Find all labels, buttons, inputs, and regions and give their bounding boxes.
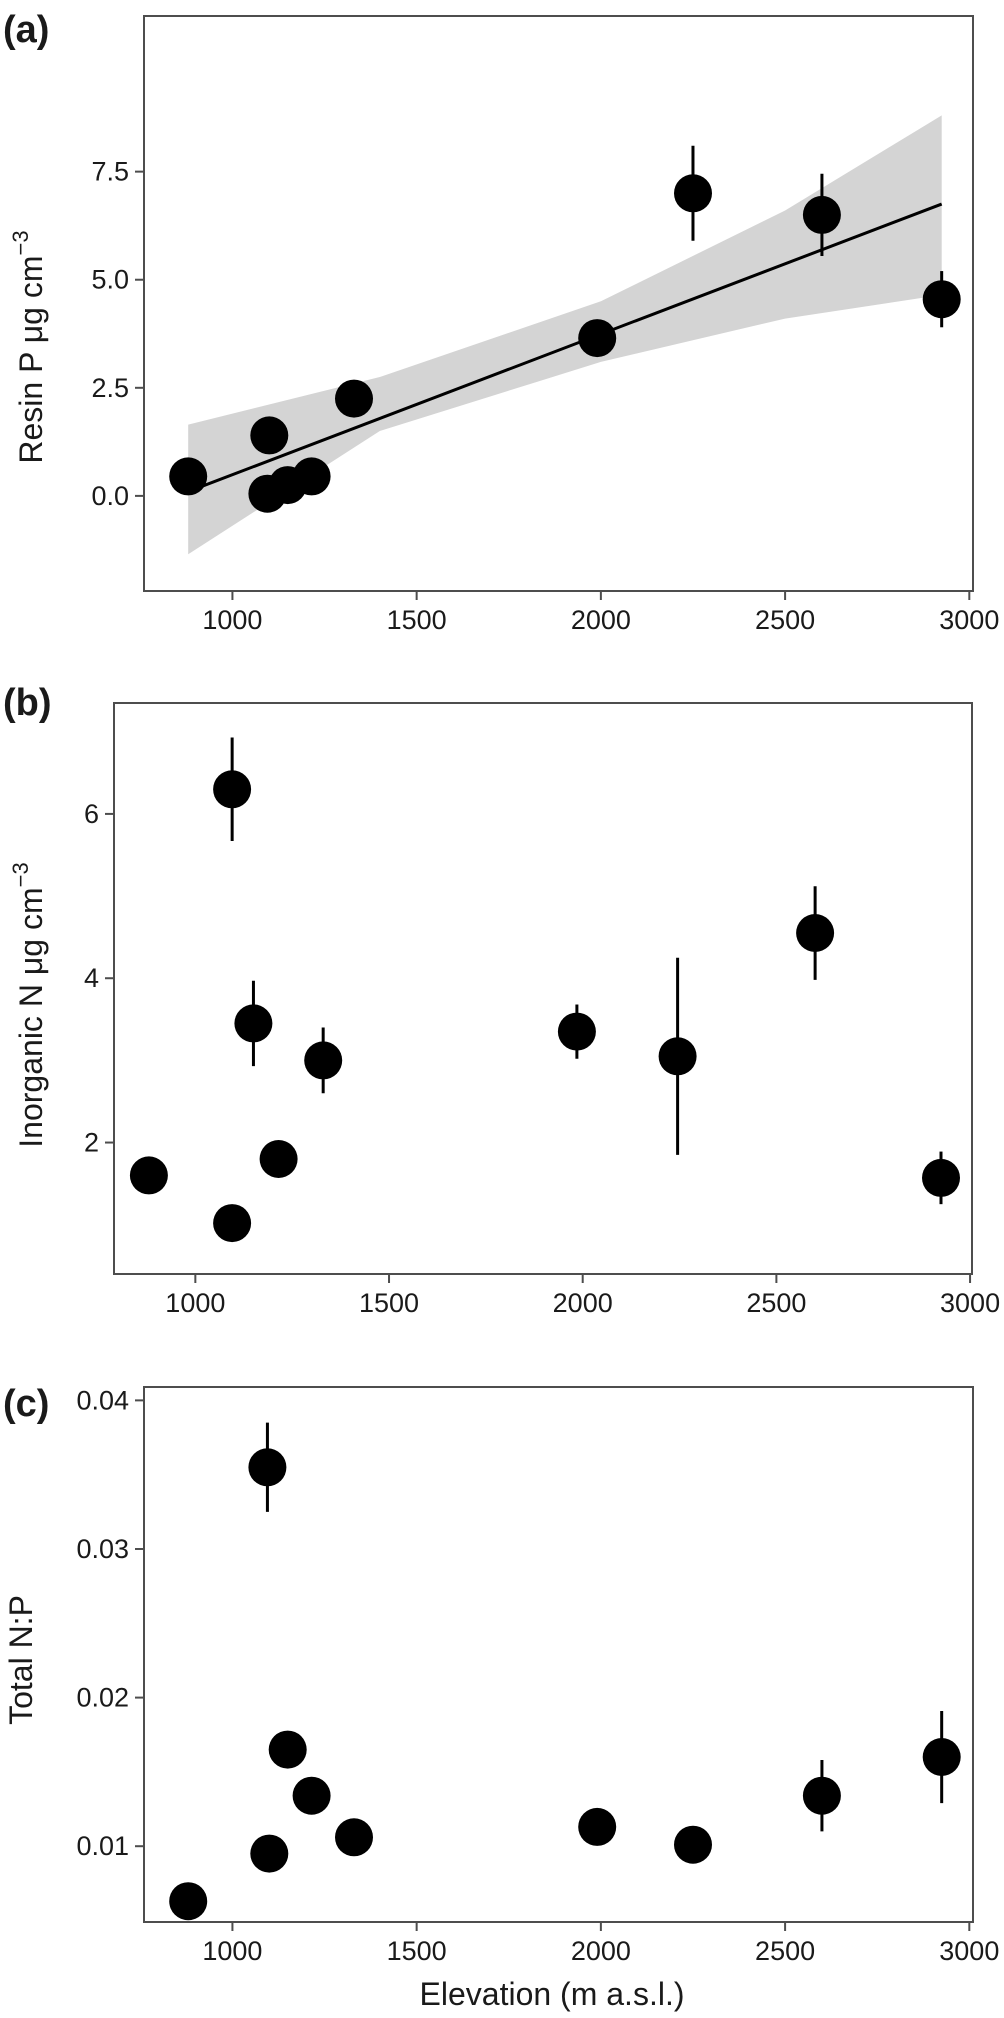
panel-a-y-axis-title-text: Resin P μg cm: [13, 255, 49, 463]
panel-a-data-point: [335, 379, 373, 418]
panel-b-y-tick-label: 6: [84, 799, 99, 829]
panel-a-tick-layer: 1000 1500 2000 2500 3000 0.0 2.5 5.0 7.5: [91, 157, 999, 635]
panel-b-data-point: [213, 1204, 252, 1243]
panel-c-point-layer: [169, 1448, 961, 1921]
panel-b-frame: [113, 702, 973, 1275]
panel-a-y-tick-label: 5.0: [91, 265, 129, 295]
panel-b-point-layer: [129, 770, 960, 1243]
panel-a-x-tick-label: 3000: [939, 605, 999, 635]
panel-b-data-point: [213, 770, 252, 809]
panel-c-errorbar-layer: [265, 1422, 944, 1832]
panel-c-y-axis-title: Total N:P: [3, 1595, 39, 1725]
panel-b-x-tick-label: 2000: [553, 1288, 613, 1318]
panel-b-x-tick-label: 1500: [359, 1288, 419, 1318]
panel-b-data-point: [304, 1041, 343, 1080]
panel-b-x-tick-label: 2500: [746, 1288, 806, 1318]
panel-c-y-tick-label: 0.02: [76, 1683, 129, 1713]
panel-c-data-point: [674, 1825, 712, 1864]
panel-c-x-tick-label: 2500: [755, 1936, 815, 1966]
panel-a-y-axis-title: Resin P μg cm−3: [8, 230, 49, 463]
svg-text:Inorganic N μg cm−3: Inorganic N μg cm−3: [8, 862, 49, 1147]
panel-b-y-axis-title-text: Inorganic N μg cm: [13, 887, 49, 1147]
panel-b-data-point: [234, 1004, 273, 1043]
panel-c: (c) Total N:P 1000 1500 2000 2500 3000 0.01 0.…: [3, 1383, 999, 1966]
panel-b-data-point: [557, 1012, 596, 1051]
panel-a-x-tick-label: 1500: [387, 605, 447, 635]
panel-c-x-tick-label: 2000: [571, 1936, 631, 1966]
panel-a-y-tick-label: 0.0: [91, 481, 129, 511]
panel-b: (b) Inorganic N μg cm−3 1000 1500 2000 2500…: [3, 682, 1000, 1318]
panel-c-y-tick-label: 0.03: [76, 1534, 129, 1564]
panel-a-frame: [143, 15, 974, 592]
panel-b-data-point: [129, 1156, 168, 1195]
svg-text:Total N:P: Total N:P: [3, 1595, 39, 1725]
panel-c-data-point: [335, 1818, 373, 1857]
panel-c-x-tick-label: 3000: [939, 1936, 999, 1966]
panel-a-data-point: [922, 280, 961, 319]
panel-a-label: (a): [3, 9, 49, 51]
panel-c-data-point: [578, 1807, 617, 1846]
panel-c-frame: [143, 1386, 974, 1923]
panel-b-y-axis-title-superscript: −3: [8, 862, 33, 887]
panel-a-y-tick-label: 7.5: [91, 157, 129, 187]
panel-c-data-point: [248, 1448, 287, 1487]
panel-a-regression-line: [187, 202, 943, 493]
panel-b-label: (b): [3, 682, 52, 724]
panel-c-x-tick-label: 1000: [202, 1936, 262, 1966]
panel-b-tick-layer: 1000 1500 2000 2500 3000 2 4 6: [84, 799, 1000, 1318]
panel-a-data-point: [250, 416, 289, 455]
panel-b-y-tick-label: 4: [84, 963, 99, 993]
panel-a: (a) Resin P μg cm−3 1000 1500 2000 2500 3000…: [3, 9, 999, 635]
panel-c-label: (c): [3, 1383, 49, 1425]
panel-c-y-axis-title-text: Total N:P: [3, 1595, 39, 1725]
panel-b-y-axis-title: Inorganic N μg cm−3: [8, 862, 49, 1147]
panel-c-y-tick-label: 0.01: [76, 1831, 129, 1861]
panel-b-data-point: [796, 914, 835, 952]
panel-c-data-point: [802, 1776, 841, 1815]
panel-a-x-tick-label: 1000: [202, 605, 262, 635]
x-axis-title: Elevation (m a.s.l.): [420, 1976, 685, 2012]
panel-c-data-point: [250, 1834, 289, 1873]
svg-text:Resin P μg cm−3: Resin P μg cm−3: [8, 230, 49, 463]
panel-a-confidence-band: [188, 115, 942, 555]
panel-b-data-point: [658, 1037, 697, 1076]
panel-b-data-point: [922, 1158, 960, 1197]
panel-a-data-point: [674, 174, 712, 213]
panel-c-data-point: [169, 1882, 208, 1921]
panel-b-errorbar-layer: [230, 737, 943, 1205]
panel-a-data-point: [578, 319, 617, 358]
panel-a-data-point: [802, 195, 841, 234]
panel-a-point-layer: [169, 174, 961, 513]
panel-a-fit-layer: [187, 202, 943, 493]
panel-a-data-point: [292, 457, 331, 496]
panel-a-data-point: [169, 457, 208, 496]
panel-a-x-tick-label: 2500: [755, 605, 815, 635]
panel-c-data-point: [268, 1730, 307, 1769]
panel-a-x-tick-label: 2000: [571, 605, 631, 635]
panel-c-x-tick-label: 1500: [387, 1936, 447, 1966]
panel-b-y-tick-label: 2: [84, 1128, 99, 1158]
panel-c-y-tick-label: 0.04: [76, 1385, 129, 1415]
panel-c-tick-layer: 1000 1500 2000 2500 3000 0.01 0.02 0.03 0.04: [76, 1385, 999, 1966]
panel-c-data-point: [922, 1738, 961, 1776]
panel-c-data-point: [292, 1776, 331, 1815]
panel-b-x-tick-label: 3000: [940, 1288, 1000, 1318]
panel-b-data-point: [259, 1140, 298, 1178]
panel-a-ci-band-layer: [188, 115, 942, 555]
panel-a-y-axis-title-superscript: −3: [8, 230, 33, 255]
panel-a-y-tick-label: 2.5: [91, 373, 129, 403]
panel-b-x-tick-label: 1000: [165, 1288, 225, 1318]
